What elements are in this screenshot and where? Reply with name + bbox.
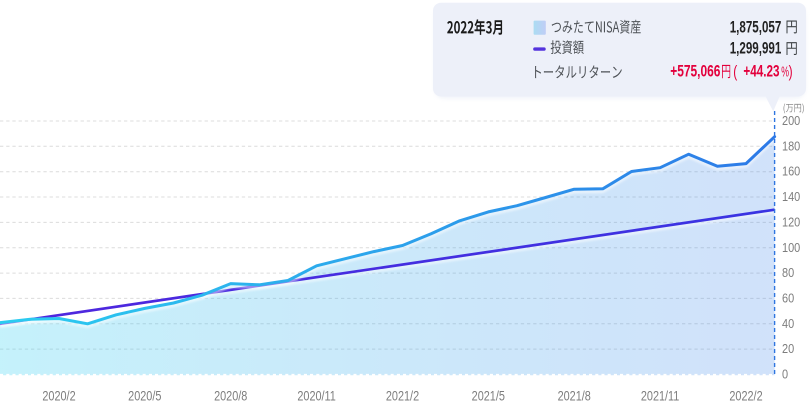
svg-text:140: 140	[782, 189, 801, 204]
svg-text:160: 160	[782, 164, 801, 179]
svg-text:2021/2: 2021/2	[386, 389, 419, 404]
svg-text:1,299,991: 1,299,991	[730, 39, 782, 57]
svg-text:+575,066: +575,066	[670, 63, 720, 81]
svg-text:60: 60	[782, 291, 795, 306]
svg-text:%: %	[781, 63, 789, 80]
svg-text:2020/2: 2020/2	[42, 389, 75, 404]
svg-text:(: (	[733, 63, 737, 81]
svg-text:40: 40	[782, 316, 795, 331]
svg-text:2020/5: 2020/5	[128, 389, 161, 404]
svg-text:+44.23: +44.23	[743, 62, 779, 80]
svg-text:1,875,057: 1,875,057	[730, 18, 782, 36]
svg-text:2021/8: 2021/8	[558, 389, 591, 404]
svg-text:2020/11: 2020/11	[297, 389, 336, 404]
svg-text:180: 180	[782, 139, 801, 154]
svg-text:200: 200	[782, 113, 801, 128]
svg-text:2021/5: 2021/5	[472, 389, 505, 404]
svg-text:): )	[789, 63, 793, 81]
svg-text:2021/11: 2021/11	[641, 389, 680, 404]
svg-text:100: 100	[782, 240, 801, 255]
svg-text:20: 20	[782, 341, 795, 356]
svg-text:120: 120	[782, 215, 801, 230]
svg-text:0: 0	[782, 367, 788, 382]
svg-text:2022/2: 2022/2	[729, 389, 762, 404]
svg-text:2020/8: 2020/8	[214, 389, 247, 404]
svg-text:80: 80	[782, 265, 795, 280]
